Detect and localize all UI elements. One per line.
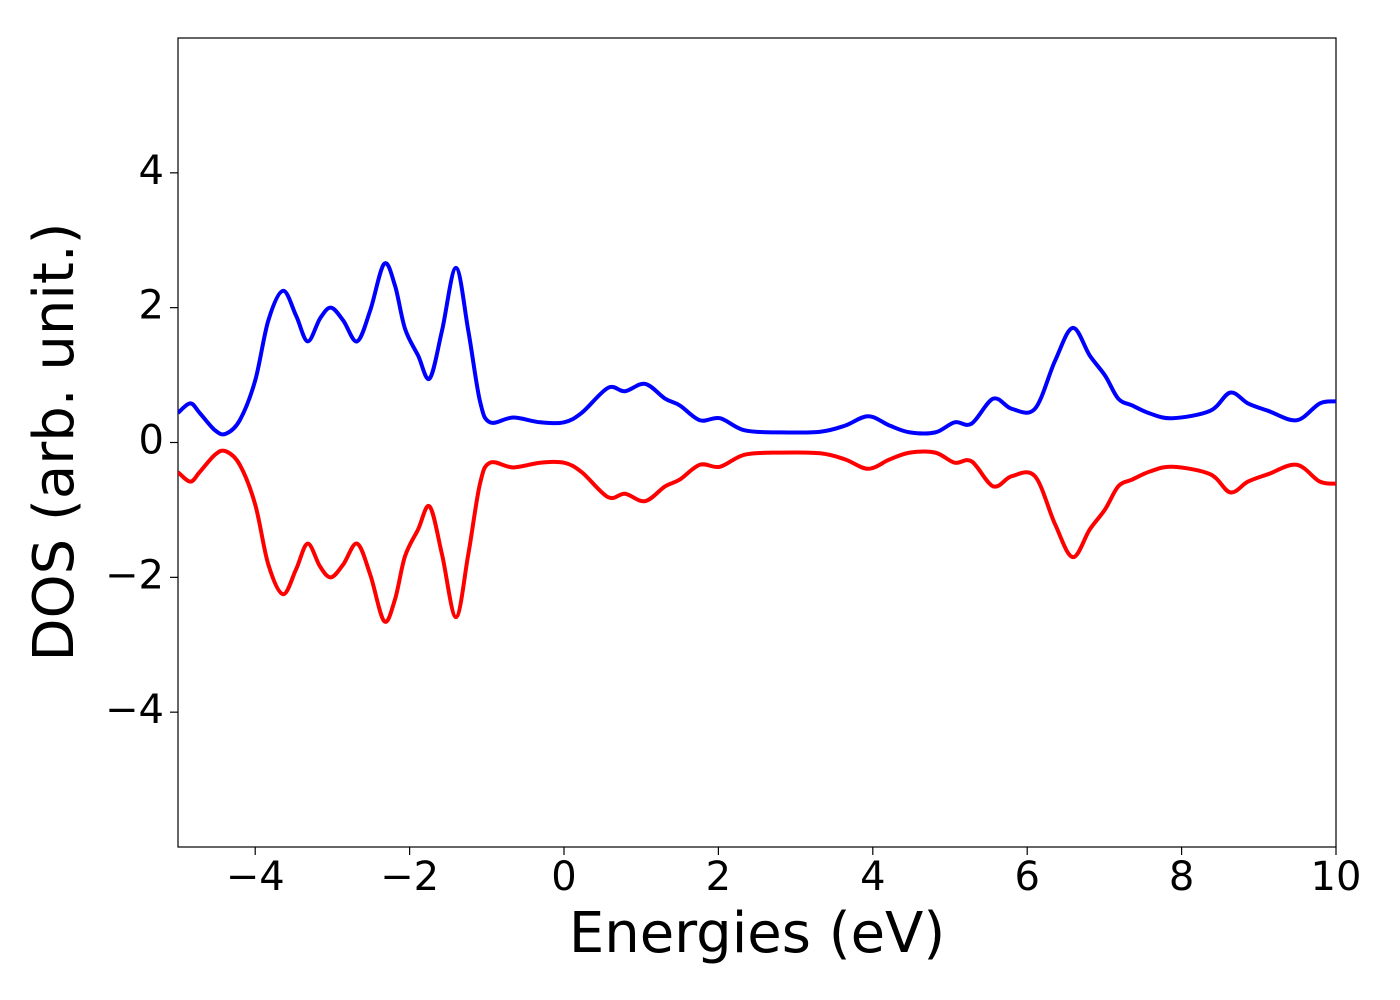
y-tick-label: 4	[139, 148, 164, 194]
dos-line	[178, 448, 1336, 624]
x-tick-label: 4	[860, 854, 885, 900]
plot-frame	[177, 37, 1337, 848]
x-tick-label: 8	[1169, 854, 1194, 900]
x-tick-label: −4	[226, 854, 285, 900]
x-tick-label: 0	[551, 854, 576, 900]
x-tick-label: 6	[1014, 854, 1039, 900]
x-tick-label: 10	[1311, 854, 1362, 900]
y-tick-label: 0	[139, 418, 164, 464]
dos-line	[178, 261, 1336, 437]
x-axis-label: Energies (eV)	[569, 901, 945, 966]
y-tick-label: 2	[139, 283, 164, 329]
y-tick-label: −4	[105, 687, 164, 733]
y-axis-label: DOS (arb. unit.)	[22, 222, 87, 661]
x-tick-label: 2	[706, 854, 731, 900]
x-tick-label: −2	[380, 854, 439, 900]
y-tick-label: −2	[105, 552, 164, 598]
